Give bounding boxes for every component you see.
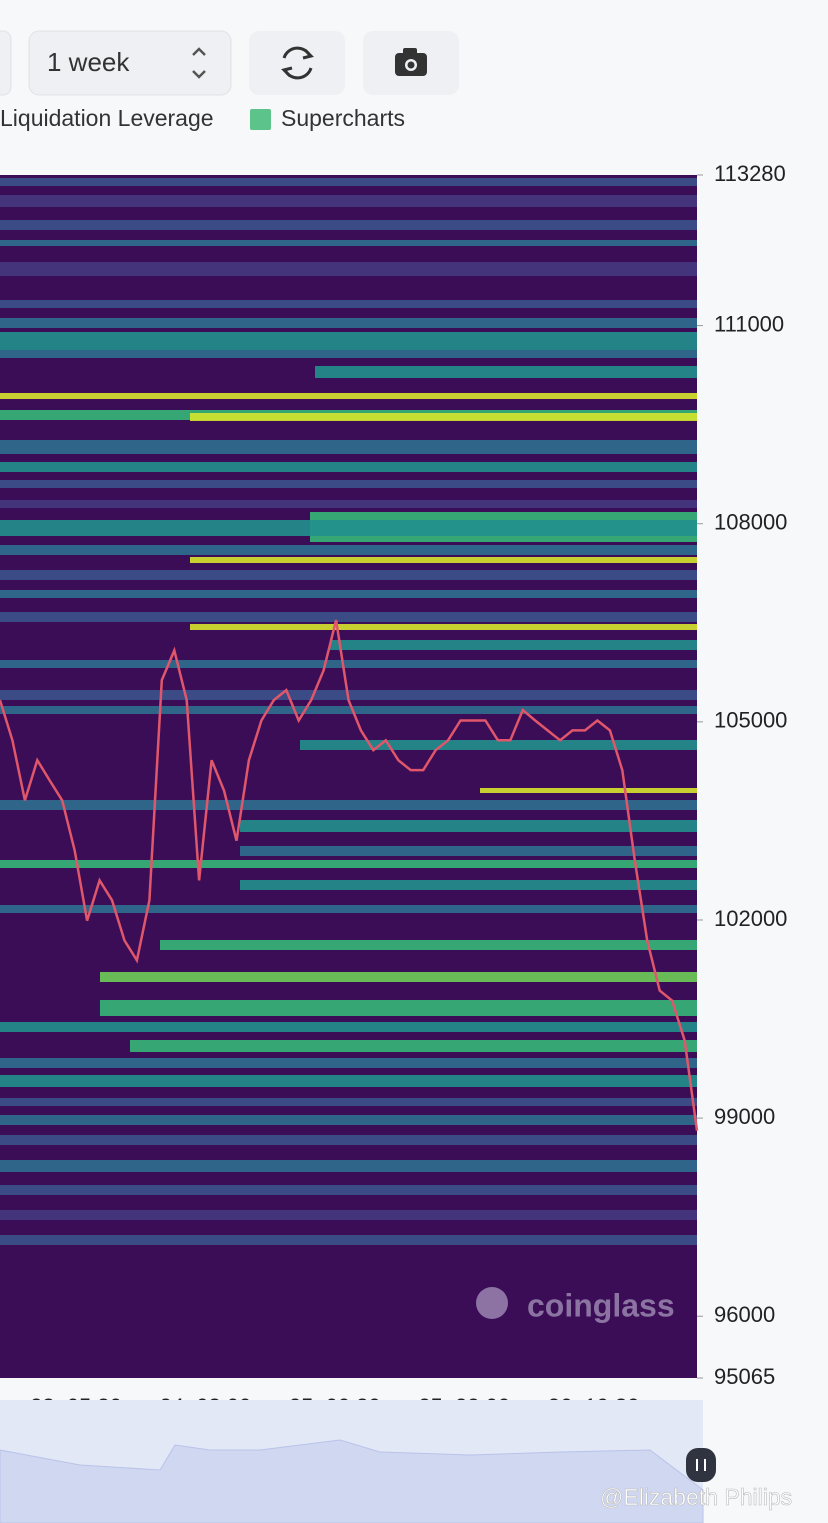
heatmap-band: [0, 1135, 697, 1145]
heatmap-band: [0, 1022, 697, 1032]
heatmap-band: [0, 1235, 697, 1245]
heatmap-band: [130, 1040, 697, 1052]
refresh-arrows: [281, 48, 314, 78]
camera-lens-inner: [407, 61, 415, 69]
heatmap-band: [0, 1185, 697, 1195]
dropdown-edge[interactable]: [0, 30, 12, 96]
heatmap-band: [0, 318, 697, 328]
heatmap-band: [0, 706, 697, 714]
heatmap-band: [0, 1210, 697, 1220]
heatmap-band: [0, 240, 697, 246]
heatmap-band: [100, 1000, 697, 1016]
heatmap-band: [0, 545, 697, 555]
camera-top: [403, 48, 417, 55]
y-tick-label: 95065: [714, 1364, 775, 1389]
heatmap-band: [0, 1098, 697, 1106]
legend-swatch: [250, 109, 271, 130]
heatmap-band: [0, 1075, 697, 1087]
heatmap-band: [315, 366, 697, 378]
heatmap-band: [0, 590, 697, 598]
heatmap-band: [0, 1160, 697, 1172]
heatmap-band: [0, 300, 697, 308]
y-tick-label: 113280: [714, 161, 786, 186]
heatmap-band: [190, 624, 697, 630]
y-tick-label: 108000: [714, 510, 787, 535]
heatmap-band: [300, 740, 697, 750]
heatmap-band: [0, 480, 697, 488]
heatmap-band: [0, 612, 697, 622]
heatmap-band: [100, 972, 697, 982]
heatmap-band: [0, 462, 697, 472]
heatmap-band: [240, 846, 697, 856]
legend-label: Supercharts: [281, 105, 405, 131]
y-tick-label: 111000: [714, 311, 784, 336]
heatmap-band: [160, 940, 697, 950]
heatmap-band: [190, 413, 697, 421]
watermark-logo: [476, 1287, 508, 1319]
heatmap-band: [0, 860, 697, 868]
heatmap-band: [0, 220, 697, 230]
credit: @Elizabeth Philips: [600, 1484, 792, 1510]
heatmap-band: [0, 262, 697, 276]
y-tick-label: 99000: [714, 1104, 775, 1129]
y-tick-label: 105000: [714, 708, 787, 733]
navigator-area: [0, 1439, 704, 1523]
heatmap-band: [0, 178, 697, 186]
legend-label: Liquidation Leverage: [0, 105, 214, 131]
navigator-handle[interactable]: [686, 1448, 716, 1482]
heatmap-band: [0, 440, 697, 454]
heatmap-band: [0, 660, 697, 668]
heatmap-band: [0, 800, 697, 810]
select-arrows: [192, 47, 206, 79]
heatmap-band: [0, 350, 697, 358]
heatmap-band: [0, 393, 697, 399]
heatmap-band: [330, 640, 697, 650]
heatmap-band: [190, 557, 697, 563]
refresh-button[interactable]: [249, 31, 345, 95]
heatmap-band: [240, 820, 697, 832]
heatmap-band: [480, 788, 697, 793]
heatmap-band: [0, 1115, 697, 1125]
interval-select[interactable]: [28, 30, 232, 96]
heatmap-band: [240, 880, 697, 890]
handle-grip: [696, 1459, 706, 1471]
y-tick-label: 96000: [714, 1302, 775, 1327]
heatmap-band: [0, 520, 697, 536]
watermark: coinglass: [527, 1287, 675, 1323]
heatmap-band: [0, 905, 697, 913]
heatmap-band: [0, 500, 697, 508]
y-tick-label: 102000: [714, 906, 787, 931]
heatmap-band: [0, 332, 697, 350]
heatmap-band: [0, 1058, 697, 1068]
price-line: [0, 619, 699, 1131]
interval-label: 1 week: [47, 47, 130, 77]
heatmap-band: [0, 570, 697, 580]
heatmap-band: [0, 195, 697, 207]
